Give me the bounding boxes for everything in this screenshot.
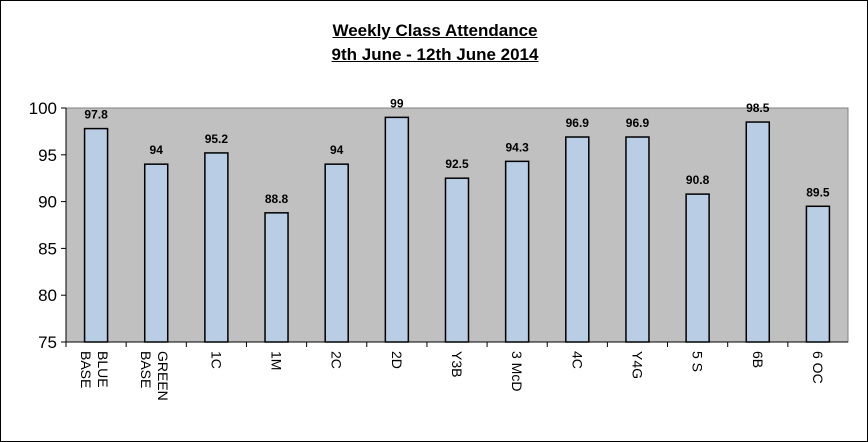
x-tick-label-line: 2C bbox=[329, 351, 345, 369]
bar bbox=[324, 163, 349, 343]
data-label: 96.9 bbox=[626, 116, 650, 130]
x-tick-label-line: Y3B bbox=[449, 351, 465, 377]
value-labels: 97.8 94 95.2 88.8 94 99 92.5 94.3 96.9 96.9 90.8 98… bbox=[84, 96, 830, 205]
bar bbox=[745, 121, 771, 343]
data-label: 95.2 bbox=[205, 132, 229, 146]
chart-subtitle: 9th June - 12th June 2014 bbox=[331, 45, 539, 64]
y-tick-label: 85 bbox=[38, 239, 57, 258]
bar bbox=[204, 152, 229, 343]
bar bbox=[685, 193, 710, 343]
data-label: 92.5 bbox=[445, 157, 469, 171]
data-label: 96.9 bbox=[566, 116, 590, 130]
bars bbox=[83, 116, 831, 343]
data-label: 99 bbox=[390, 96, 404, 110]
bar bbox=[444, 177, 470, 343]
data-label: 89.5 bbox=[806, 185, 830, 199]
bar bbox=[264, 212, 289, 343]
x-tick-label: 1M bbox=[269, 351, 285, 370]
x-tick-label-line: BASE bbox=[138, 351, 154, 388]
x-tick-label: 2D bbox=[389, 351, 405, 369]
x-tick-label: 2C bbox=[329, 351, 345, 369]
bar bbox=[83, 127, 109, 343]
data-label: 94 bbox=[150, 143, 164, 157]
bar bbox=[504, 160, 530, 343]
x-tick-label: 3 McD bbox=[509, 351, 525, 391]
data-label: 88.8 bbox=[265, 192, 289, 206]
x-tick-label-line: 1M bbox=[269, 351, 285, 370]
y-tick-label: 100 bbox=[29, 99, 57, 118]
x-tick-label: 5 S bbox=[690, 351, 706, 372]
bar bbox=[805, 205, 831, 343]
data-label: 98.5 bbox=[746, 101, 770, 115]
x-tick-label-line: 6B bbox=[750, 351, 766, 368]
bar bbox=[143, 163, 169, 343]
x-tick-label-line: 6 OC bbox=[810, 351, 826, 384]
x-tick-label-line: 2D bbox=[389, 351, 405, 369]
x-tick-label-line: 4C bbox=[569, 351, 585, 369]
x-tick-label-line: BLUE bbox=[95, 351, 111, 388]
x-tick-label: 1C bbox=[208, 351, 224, 369]
x-tick-label-line: 5 S bbox=[690, 351, 706, 372]
x-tick-label-line: 1C bbox=[208, 351, 224, 369]
data-label: 94.3 bbox=[505, 140, 529, 154]
y-tick-label: 80 bbox=[38, 286, 57, 305]
x-tick-label-line: BASE bbox=[78, 351, 94, 388]
x-tick-label: Y4G bbox=[629, 351, 645, 379]
x-tick-label: 6 OC bbox=[810, 351, 826, 384]
bar bbox=[565, 136, 590, 343]
x-tick-label: 4C bbox=[569, 351, 585, 369]
y-tick-label: 90 bbox=[38, 193, 57, 212]
chart-title: Weekly Class Attendance bbox=[332, 21, 538, 40]
bar bbox=[625, 136, 650, 343]
y-tick-label: 95 bbox=[38, 146, 57, 165]
x-tick-label: 6B bbox=[750, 351, 766, 368]
bar bbox=[384, 116, 410, 343]
data-label: 90.8 bbox=[686, 173, 710, 187]
x-tick-label: Y3B bbox=[449, 351, 465, 377]
data-label: 97.8 bbox=[84, 108, 108, 122]
x-tick-label-line: 3 McD bbox=[509, 351, 525, 391]
y-tick-label: 75 bbox=[38, 333, 57, 352]
x-tick-label-line: GREEN bbox=[155, 351, 171, 401]
data-label: 94 bbox=[330, 143, 344, 157]
x-tick-label-line: Y4G bbox=[629, 351, 645, 379]
